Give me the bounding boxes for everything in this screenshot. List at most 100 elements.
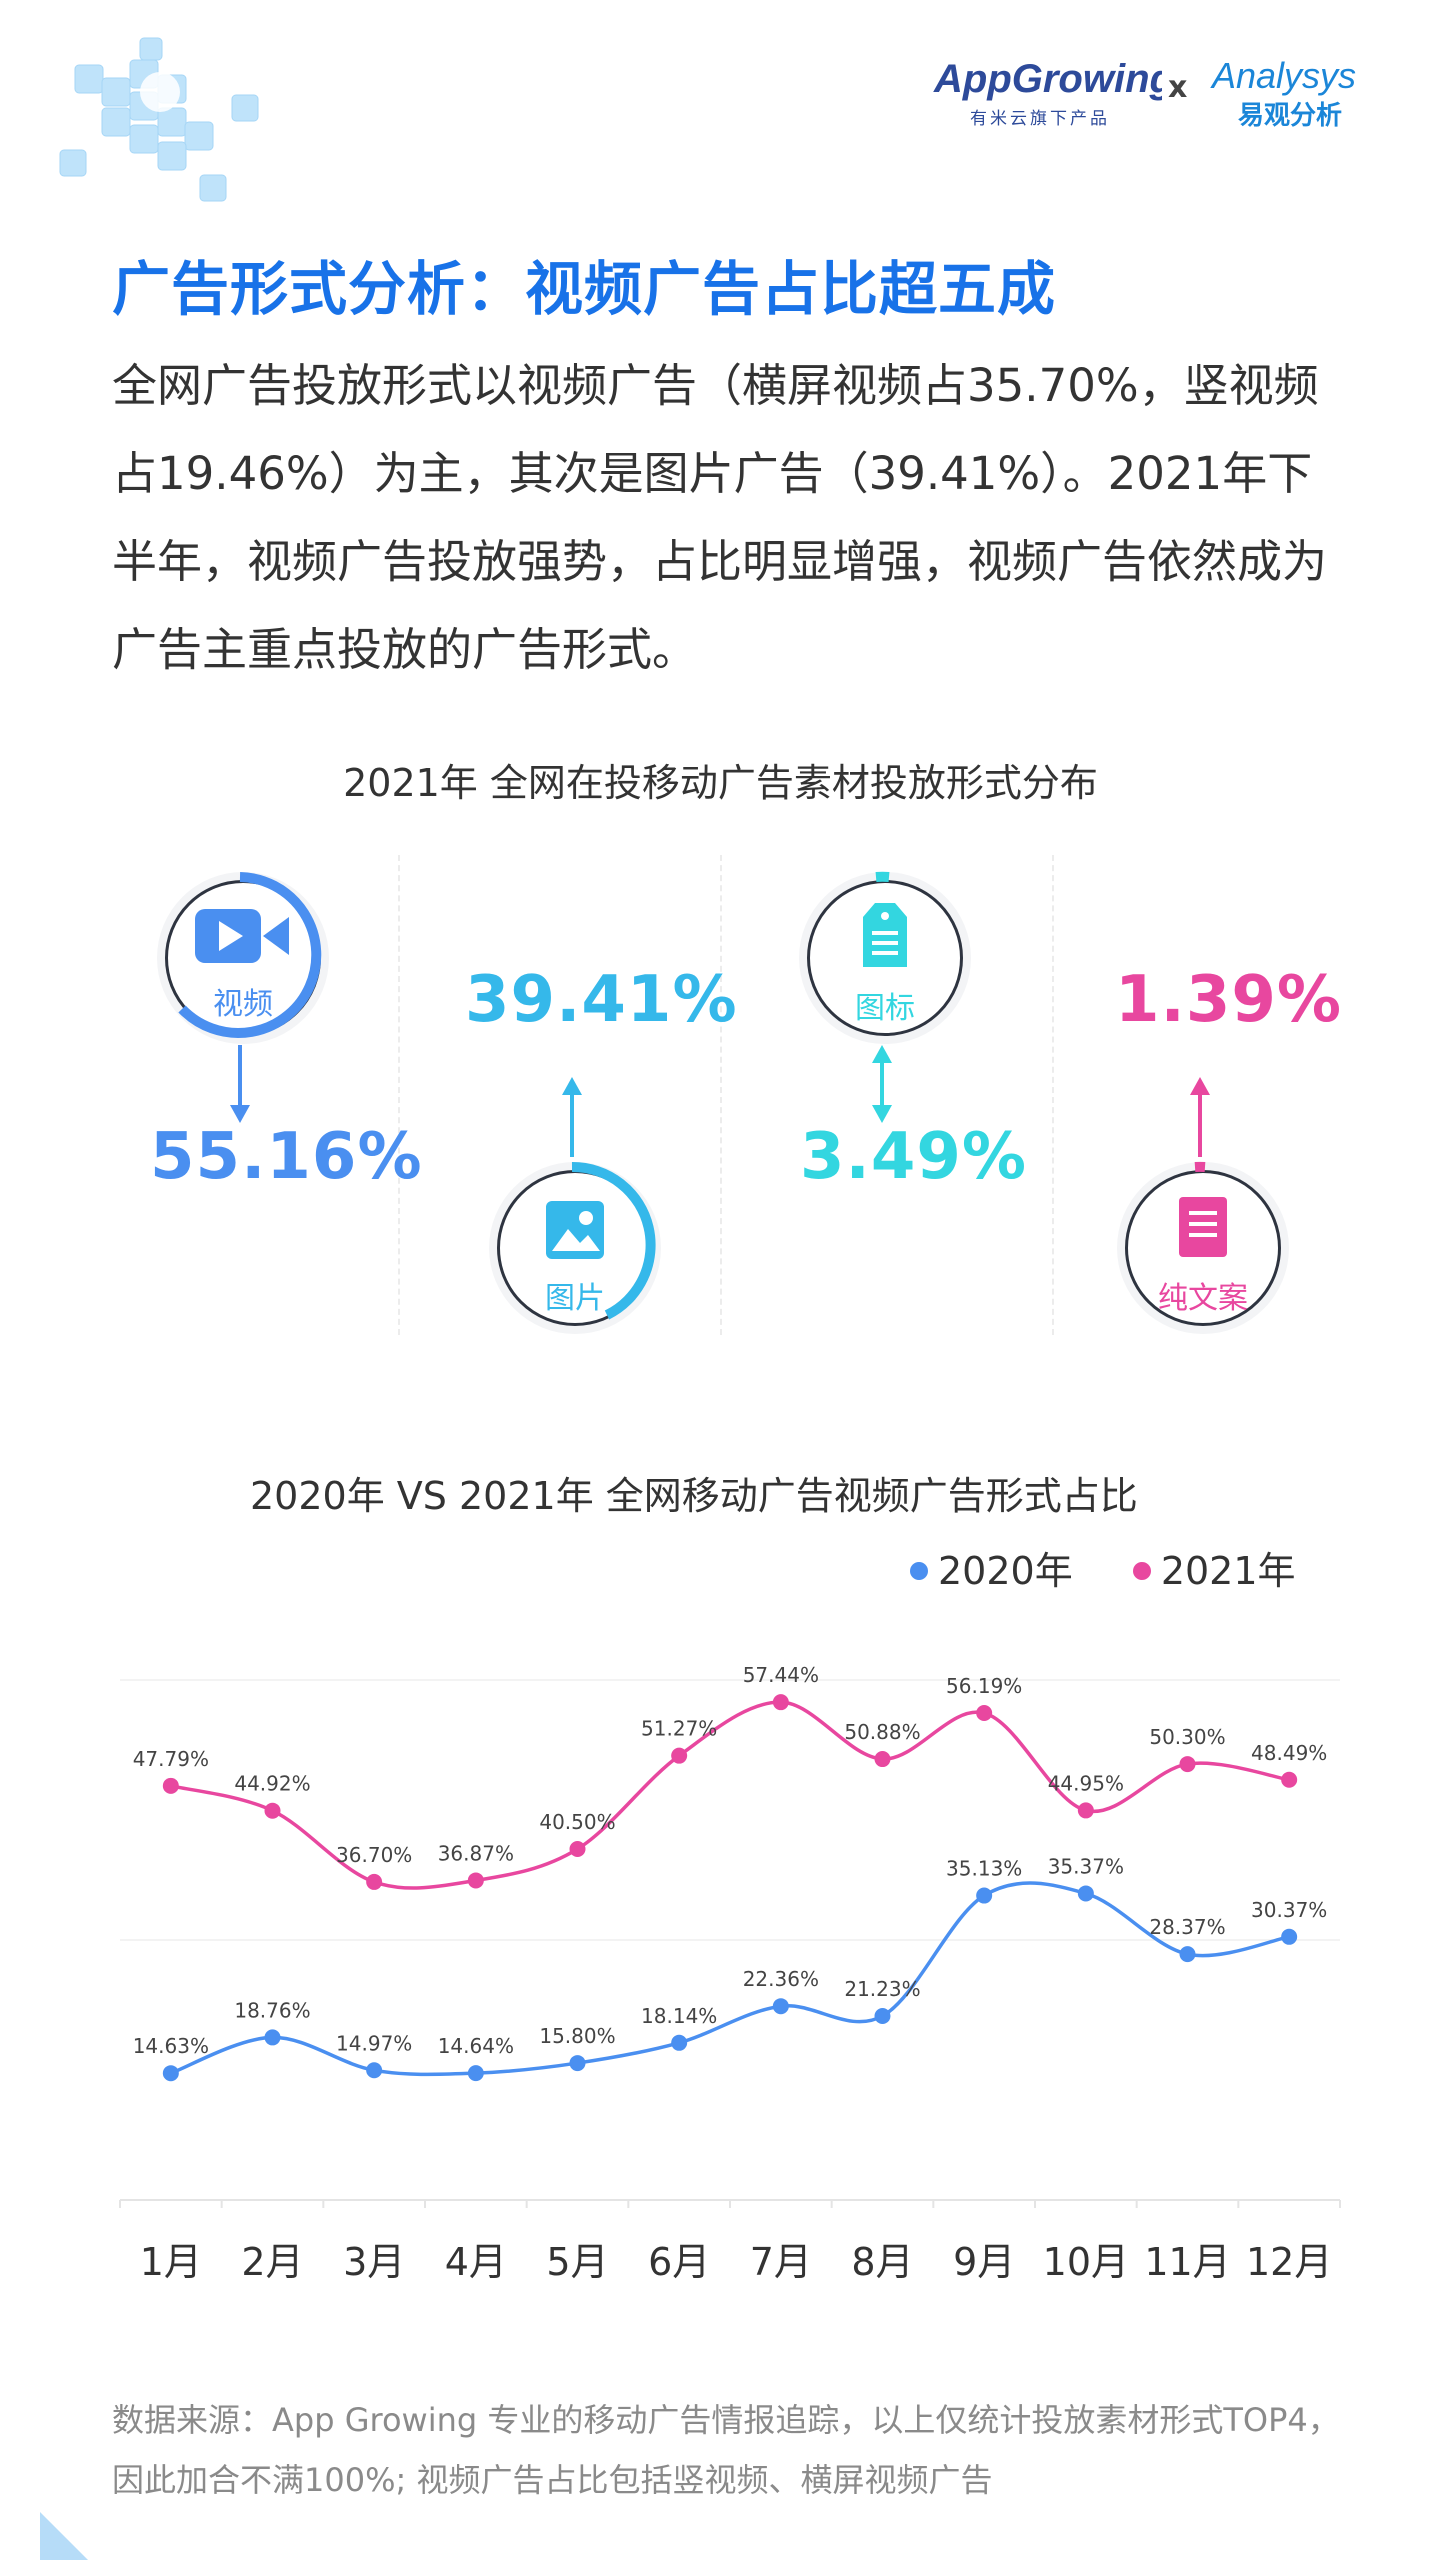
data-point bbox=[874, 1751, 891, 1768]
icon-progress-arc bbox=[875, 871, 890, 882]
data-label: 48.49% bbox=[1251, 1741, 1327, 1765]
text-label: 纯文案 bbox=[1158, 1281, 1248, 1316]
document-icon bbox=[1179, 1197, 1227, 1257]
footnote: 数据来源：App Growing 专业的移动广告情报追踪，以上仅统计投放素材形式… bbox=[112, 2401, 1340, 2499]
tag-icon bbox=[863, 903, 907, 967]
data-label: 57.44% bbox=[743, 1663, 819, 1687]
data-label: 36.87% bbox=[438, 1841, 514, 1865]
icon-badge: 图标 bbox=[807, 880, 963, 1036]
svg-text:易观分析: 易观分析 bbox=[1238, 101, 1342, 131]
x-tick-label: 6月 bbox=[648, 2240, 710, 2284]
legend-label-2020: 2020年 bbox=[938, 1549, 1073, 1593]
trend-line-chart: 14.63% 18.76% 14.97% 14.64% 15.80% 18.14% 22.3… bbox=[119, 1663, 1341, 2284]
icon-percentage: 3.49% bbox=[800, 1120, 1028, 1194]
data-label: 14.97% bbox=[336, 2031, 412, 2055]
data-point bbox=[264, 1802, 281, 1819]
data-point bbox=[366, 2062, 383, 2079]
data-label: 18.76% bbox=[234, 1998, 310, 2022]
down-arrow-icon bbox=[230, 1045, 250, 1123]
data-label: 36.70% bbox=[336, 1843, 412, 1867]
video-percentage: 55.16% bbox=[150, 1120, 423, 1194]
text-badge: 纯文案 bbox=[1125, 1170, 1281, 1326]
data-point bbox=[671, 1747, 688, 1764]
data-label: 21.23% bbox=[844, 1977, 920, 2001]
cube-cluster-decoration bbox=[59, 37, 259, 202]
data-label: 40.50% bbox=[539, 1810, 615, 1834]
x-tick-label: 12月 bbox=[1246, 2240, 1332, 2284]
data-point bbox=[1179, 1946, 1196, 1963]
x-tick-label: 11月 bbox=[1144, 2240, 1230, 2284]
legend-item-2021: 2021年 bbox=[1132, 1540, 1296, 1595]
data-point bbox=[1281, 1928, 1298, 1945]
data-label: 56.19% bbox=[946, 1674, 1022, 1698]
svg-text:Analysys: Analysys bbox=[1210, 55, 1356, 96]
divider bbox=[1052, 855, 1054, 1335]
distribution-title: 2021年 全网在投移动广告素材投放形式分布 bbox=[343, 761, 1098, 805]
data-point bbox=[671, 2034, 688, 2051]
video-camera-icon bbox=[195, 909, 289, 963]
data-label: 35.13% bbox=[946, 1857, 1022, 1881]
x-tick-label: 7月 bbox=[750, 2240, 812, 2284]
image-progress-arc bbox=[571, 1161, 656, 1320]
data-point bbox=[976, 1887, 993, 1904]
icon-label: 图标 bbox=[855, 991, 915, 1026]
data-label: 51.27% bbox=[641, 1717, 717, 1741]
data-label: 22.36% bbox=[743, 1967, 819, 1991]
chart-legend: 2020年 2021年 bbox=[910, 1540, 1344, 1595]
data-point bbox=[366, 1873, 383, 1890]
image-percentage: 39.41% bbox=[465, 963, 738, 1037]
x-tick-label: 2月 bbox=[241, 2240, 303, 2284]
data-label: 28.37% bbox=[1149, 1915, 1225, 1939]
data-label: 47.79% bbox=[133, 1747, 209, 1771]
data-point bbox=[569, 2055, 586, 2072]
intro-paragraph: 全网广告投放形式以视频广告（横屏视频占35.70%，竖视频占19.46%）为主，… bbox=[112, 359, 1328, 676]
down-arrow-icon bbox=[872, 1045, 892, 1123]
data-label: 50.88% bbox=[844, 1720, 920, 1744]
data-point bbox=[874, 2008, 891, 2025]
divider bbox=[720, 855, 722, 1335]
data-label: 35.37% bbox=[1048, 1854, 1124, 1878]
video-progress-arc bbox=[178, 872, 322, 1038]
trend-chart-title: 2020年 VS 2021年 全网移动广告视频广告形式占比 bbox=[250, 1474, 1138, 1518]
text-progress-arc bbox=[1194, 1161, 1206, 1172]
logo-separator: x bbox=[1168, 70, 1188, 105]
data-point bbox=[772, 1998, 789, 2015]
data-point bbox=[162, 2065, 179, 2082]
x-tick-label: 3月 bbox=[343, 2240, 405, 2284]
divider bbox=[398, 855, 400, 1335]
x-tick-label: 9月 bbox=[953, 2240, 1015, 2284]
data-point bbox=[467, 2065, 484, 2082]
x-tick-label: 10月 bbox=[1043, 2240, 1129, 2284]
distribution-panel: 视频 55.16% 39.41% 图片 图标 bbox=[120, 845, 1360, 1335]
video-label: 视频 bbox=[213, 987, 273, 1022]
series-line-2021年 bbox=[170, 1700, 1290, 1890]
data-label: 14.63% bbox=[133, 2034, 209, 2058]
image-label: 图片 bbox=[545, 1281, 605, 1316]
svg-text:AppGrowing: AppGrowing bbox=[933, 57, 1162, 101]
data-point bbox=[976, 1705, 993, 1722]
data-point bbox=[467, 1872, 484, 1889]
x-tick-label: 4月 bbox=[445, 2240, 507, 2284]
data-point bbox=[1281, 1771, 1298, 1788]
corner-triangle-decoration bbox=[40, 2512, 88, 2560]
analysys-logo: Analysys 易观分析 bbox=[1210, 55, 1356, 131]
data-point bbox=[162, 1777, 179, 1794]
data-point bbox=[264, 2029, 281, 2046]
legend-label-2021: 2021年 bbox=[1160, 1549, 1296, 1593]
up-arrow-icon bbox=[1190, 1077, 1210, 1157]
x-tick-label: 8月 bbox=[851, 2240, 913, 2284]
data-label: 15.80% bbox=[539, 2024, 615, 2048]
data-point bbox=[1077, 1885, 1094, 1902]
legend-dot-2021 bbox=[1132, 1561, 1151, 1580]
picture-icon bbox=[546, 1201, 604, 1259]
up-arrow-icon bbox=[562, 1077, 582, 1157]
data-label: 30.37% bbox=[1251, 1898, 1327, 1922]
data-label: 50.30% bbox=[1149, 1725, 1225, 1749]
data-label: 44.92% bbox=[234, 1772, 310, 1796]
x-tick-label: 1月 bbox=[140, 2240, 202, 2284]
data-point bbox=[772, 1694, 789, 1711]
legend-item-2020: 2020年 bbox=[910, 1540, 1073, 1595]
page-title: 广告形式分析：视频广告占比超五成 bbox=[112, 255, 1057, 323]
appgrowing-logo: AppGrowing 有米云旗下产品 bbox=[933, 57, 1162, 129]
data-point bbox=[569, 1841, 586, 1857]
